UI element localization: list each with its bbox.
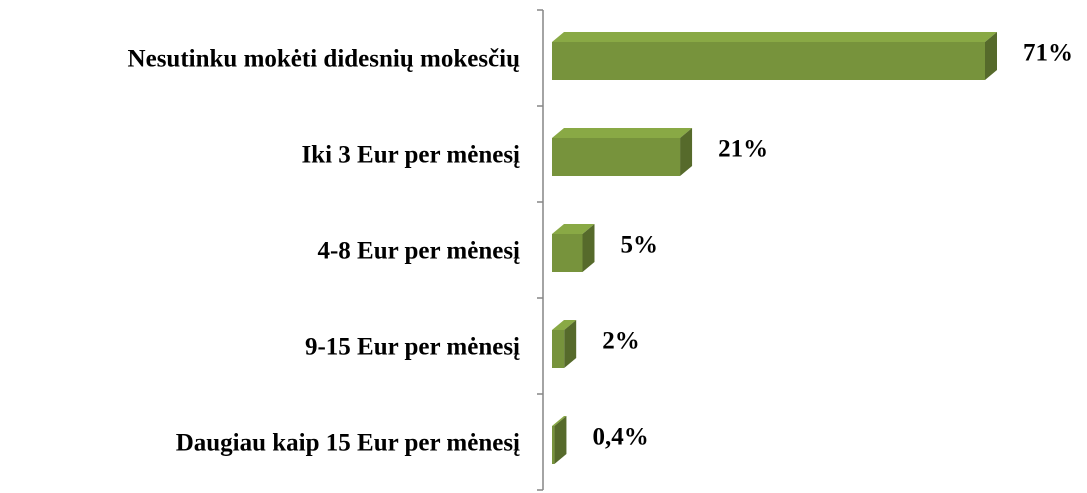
bar — [552, 320, 577, 368]
bar — [552, 224, 595, 272]
bar-side — [582, 224, 595, 272]
category-label: Iki 3 Eur per mėnesį — [301, 142, 520, 169]
category-label: 9-15 Eur per mėnesį — [305, 334, 520, 361]
bar-side — [985, 32, 997, 80]
category-label: Daugiau kaip 15 Eur per mėnesį — [176, 430, 520, 457]
bar-top — [552, 224, 595, 234]
bar-side — [680, 128, 693, 176]
bar-front — [552, 234, 583, 272]
value-label: 2% — [602, 328, 640, 355]
value-label: 5% — [620, 232, 658, 259]
bar-top — [552, 416, 567, 426]
bar-front — [552, 426, 555, 464]
bar-front — [552, 138, 681, 176]
bar-top — [552, 128, 693, 138]
category-label: 4-8 Eur per mėnesį — [317, 238, 520, 265]
value-label: 0,4% — [592, 424, 648, 451]
bar-front — [552, 330, 565, 368]
bar — [552, 32, 997, 80]
bar — [552, 128, 693, 176]
bar-top — [552, 32, 997, 42]
bar — [552, 416, 567, 464]
category-label: Nesutinku mokėti didesnių mokesčių — [128, 46, 521, 73]
bar-side — [554, 416, 567, 464]
bar-front — [552, 42, 985, 80]
bar-side — [564, 320, 577, 368]
value-label: 71% — [1023, 40, 1073, 67]
value-label: 21% — [718, 136, 768, 163]
bar-top — [552, 320, 577, 330]
